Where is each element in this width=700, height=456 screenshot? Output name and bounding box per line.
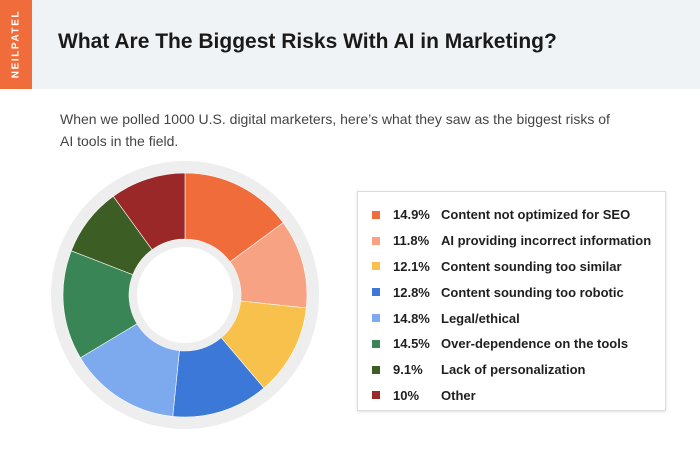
legend-item: 14.8% Legal/ethical [358,305,665,331]
legend-label: Content sounding too robotic [441,284,624,300]
legend-swatch [372,314,380,323]
header-band [0,0,700,89]
donut-hole [137,247,233,343]
legend-item: 14.5% Over-dependence on the tools [358,331,665,357]
donut-chart [51,161,319,429]
legend-value: 11.8% [393,233,430,249]
legend-swatch [372,288,380,297]
legend-item: 12.8% Content sounding too robotic [358,279,665,305]
legend-value: 12.8% [393,284,430,300]
legend-item: 10% Other [358,383,665,409]
legend-label: Content sounding too similar [441,258,622,274]
legend-item: 12.1% Content sounding too similar [358,254,665,280]
legend-label: Legal/ethical [441,310,520,326]
legend-swatch [372,262,380,271]
legend-value: 10% [393,387,420,403]
brand-bar: NEILPATEL [0,0,32,89]
chart-subtitle: When we polled 1000 U.S. digital markete… [60,111,610,149]
legend-label: AI providing incorrect information [441,233,652,249]
legend-value: 12.1% [393,258,430,274]
legend-swatch [372,365,380,374]
legend-swatch [372,210,380,219]
brand-logo-text: NEILPATEL [10,9,22,79]
legend-item: 9.1% Lack of personalization [358,357,665,383]
legend-item: 14.9% Content not optimized for SEO [358,202,665,228]
chart-legend: 14.9% Content not optimized for SEO 11.8% A… [357,191,666,411]
legend-label: Content not optimized for SEO [441,207,631,223]
legend-value: 14.8% [393,310,430,326]
legend-label: Over-dependence on the tools [441,336,629,352]
legend-value: 9.1% [393,362,423,378]
legend-label: Other [441,387,476,403]
legend-swatch [372,236,380,245]
legend-item: 11.8% AI providing incorrect information [358,228,665,254]
legend-swatch [372,339,380,348]
legend-value: 14.5% [393,336,430,352]
legend-value: 14.9% [393,207,430,223]
legend-swatch [372,391,380,400]
legend-label: Lack of personalization [441,362,586,378]
page-title: What Are The Biggest Risks With AI in Ma… [58,30,557,53]
